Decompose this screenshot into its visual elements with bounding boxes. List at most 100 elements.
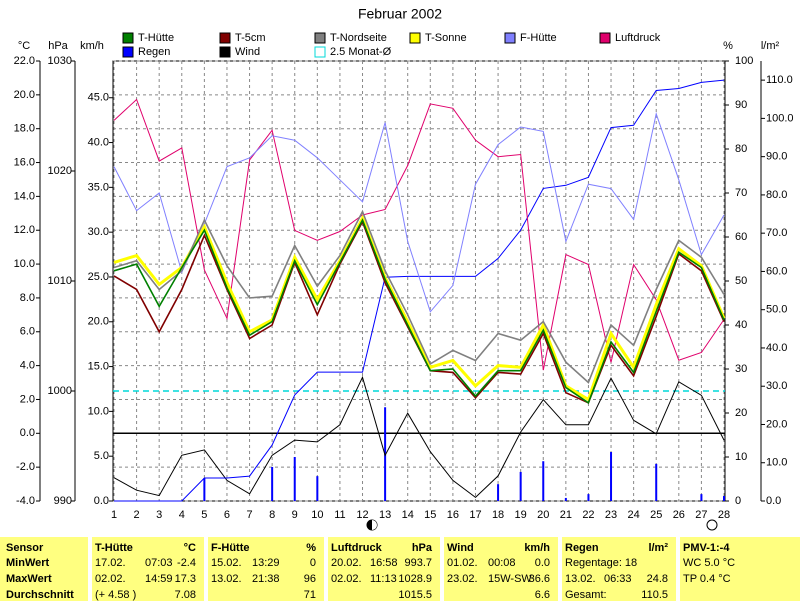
y-tick-label: 40.0 bbox=[766, 342, 787, 354]
x-tick-label: 3 bbox=[156, 509, 162, 521]
x-tick-label: 4 bbox=[179, 509, 185, 521]
x-tick-label: 9 bbox=[292, 509, 298, 521]
y-tick-label: 80 bbox=[735, 143, 747, 155]
y-tick-label: 60.0 bbox=[766, 265, 787, 277]
column-unit: hPa bbox=[412, 542, 433, 554]
x-tick-label: 12 bbox=[356, 509, 368, 521]
table-cell bbox=[444, 537, 558, 601]
series-line bbox=[113, 98, 725, 371]
cell-text: 15.02. bbox=[211, 557, 242, 569]
y-tick-label: 1020 bbox=[48, 165, 72, 177]
x-tick-label: 21 bbox=[560, 509, 572, 521]
cell-value: 17.3 bbox=[175, 573, 196, 585]
x-tick-label: 22 bbox=[582, 509, 594, 521]
axis-unit: l/m² bbox=[761, 40, 780, 52]
column-unit: km/h bbox=[524, 542, 550, 554]
y-tick-label: 18.0 bbox=[14, 123, 35, 135]
cell-text: 02.02. bbox=[95, 573, 126, 585]
cell-value: 96 bbox=[304, 573, 316, 585]
rain-bar bbox=[316, 476, 319, 501]
table-cell bbox=[328, 537, 440, 601]
y-tick-label: 2.0 bbox=[20, 393, 35, 405]
x-tick-label: 10 bbox=[311, 509, 323, 521]
y-tick-label: 10.0 bbox=[766, 457, 787, 469]
row-label: MaxWert bbox=[6, 573, 52, 585]
y-tick-label: 1030 bbox=[48, 55, 72, 67]
cell-value: -2.4 bbox=[177, 557, 196, 569]
column-unit: l/m² bbox=[648, 542, 668, 554]
y-tick-label: 30 bbox=[735, 363, 747, 375]
column-title: F-Hütte bbox=[211, 542, 250, 554]
axis-unit: hPa bbox=[48, 40, 68, 52]
y-tick-label: 50.0 bbox=[766, 304, 787, 316]
x-tick-label: 20 bbox=[537, 509, 549, 521]
table-cell bbox=[208, 537, 324, 601]
legend-swatch bbox=[504, 32, 516, 44]
y-tick-label: 0 bbox=[735, 495, 741, 507]
cell-value: 71 bbox=[304, 589, 316, 601]
cell-text: 17.02. bbox=[95, 557, 126, 569]
y-tick-label: 8.0 bbox=[20, 292, 35, 304]
cell-text: 02.02. bbox=[331, 573, 362, 585]
y-tick-label: 110.0 bbox=[766, 74, 793, 86]
series-line bbox=[113, 375, 725, 499]
x-tick-label: 15 bbox=[424, 509, 436, 521]
x-tick-label: 25 bbox=[650, 509, 662, 521]
y-tick-label: 20.0 bbox=[14, 89, 35, 101]
y-tick-label: 0.0 bbox=[94, 495, 109, 507]
cell-text: 11:13 bbox=[370, 573, 397, 585]
y-tick-label: 16.0 bbox=[14, 156, 35, 168]
y-tick-label: 10.0 bbox=[14, 258, 35, 270]
moon-new bbox=[366, 519, 378, 531]
cell-text: 20.02. bbox=[331, 557, 362, 569]
y-tick-label: 40 bbox=[735, 319, 747, 331]
row-label: MinWert bbox=[6, 557, 50, 569]
y-tick-label: 5.0 bbox=[94, 450, 109, 462]
cell-text: Regentage: 18 bbox=[565, 557, 637, 569]
cell-value: 110.5 bbox=[641, 589, 668, 601]
x-tick-label: 2 bbox=[134, 509, 140, 521]
cell-text: WC 5.0 °C bbox=[683, 557, 735, 569]
rain-bar bbox=[497, 484, 500, 501]
legend-swatch bbox=[219, 46, 231, 58]
table-cell bbox=[92, 537, 204, 601]
y-tick-label: 10.0 bbox=[88, 405, 109, 417]
y-tick-label: 14.0 bbox=[14, 190, 35, 202]
axis-unit: km/h bbox=[80, 40, 104, 52]
y-tick-label: 10 bbox=[735, 451, 747, 463]
column-title: Regen bbox=[565, 542, 599, 554]
column-title: Wind bbox=[447, 542, 474, 554]
cell-text: 21:38 bbox=[252, 573, 280, 585]
legend-label: T-5cm bbox=[235, 32, 266, 44]
legend-swatch bbox=[599, 32, 611, 44]
legend-swatch bbox=[219, 32, 231, 44]
x-tick-label: 5 bbox=[201, 509, 207, 521]
x-tick-label: 1 bbox=[111, 509, 117, 521]
y-tick-label: 90 bbox=[735, 99, 747, 111]
axis-unit: % bbox=[723, 40, 733, 52]
y-tick-label: 40.0 bbox=[88, 136, 109, 148]
legend-swatch bbox=[122, 32, 134, 44]
x-tick-label: 17 bbox=[469, 509, 481, 521]
legend-swatch bbox=[314, 46, 326, 58]
y-tick-label: 15.0 bbox=[88, 360, 109, 372]
cell-text: 00:08 bbox=[488, 557, 516, 569]
y-tick-label: 990 bbox=[54, 495, 72, 507]
y-tick-label: 1010 bbox=[48, 275, 72, 287]
x-tick-label: 7 bbox=[246, 509, 252, 521]
table-cell bbox=[680, 537, 800, 601]
y-tick-label: 1000 bbox=[48, 385, 72, 397]
y-tick-label: -4.0 bbox=[16, 495, 35, 507]
x-tick-label: 23 bbox=[605, 509, 617, 521]
axis-unit: °C bbox=[18, 40, 30, 52]
legend-swatch bbox=[122, 46, 134, 58]
y-tick-label: 70 bbox=[735, 187, 747, 199]
column-title: PMV-1:-4 bbox=[683, 542, 730, 554]
x-tick-label: 28 bbox=[718, 509, 730, 521]
cell-value: 36.6 bbox=[529, 573, 550, 585]
rain-bar bbox=[587, 494, 590, 501]
y-tick-label: 60 bbox=[735, 231, 747, 243]
series-line bbox=[113, 111, 725, 313]
cell-text: Gesamt: bbox=[565, 589, 607, 601]
